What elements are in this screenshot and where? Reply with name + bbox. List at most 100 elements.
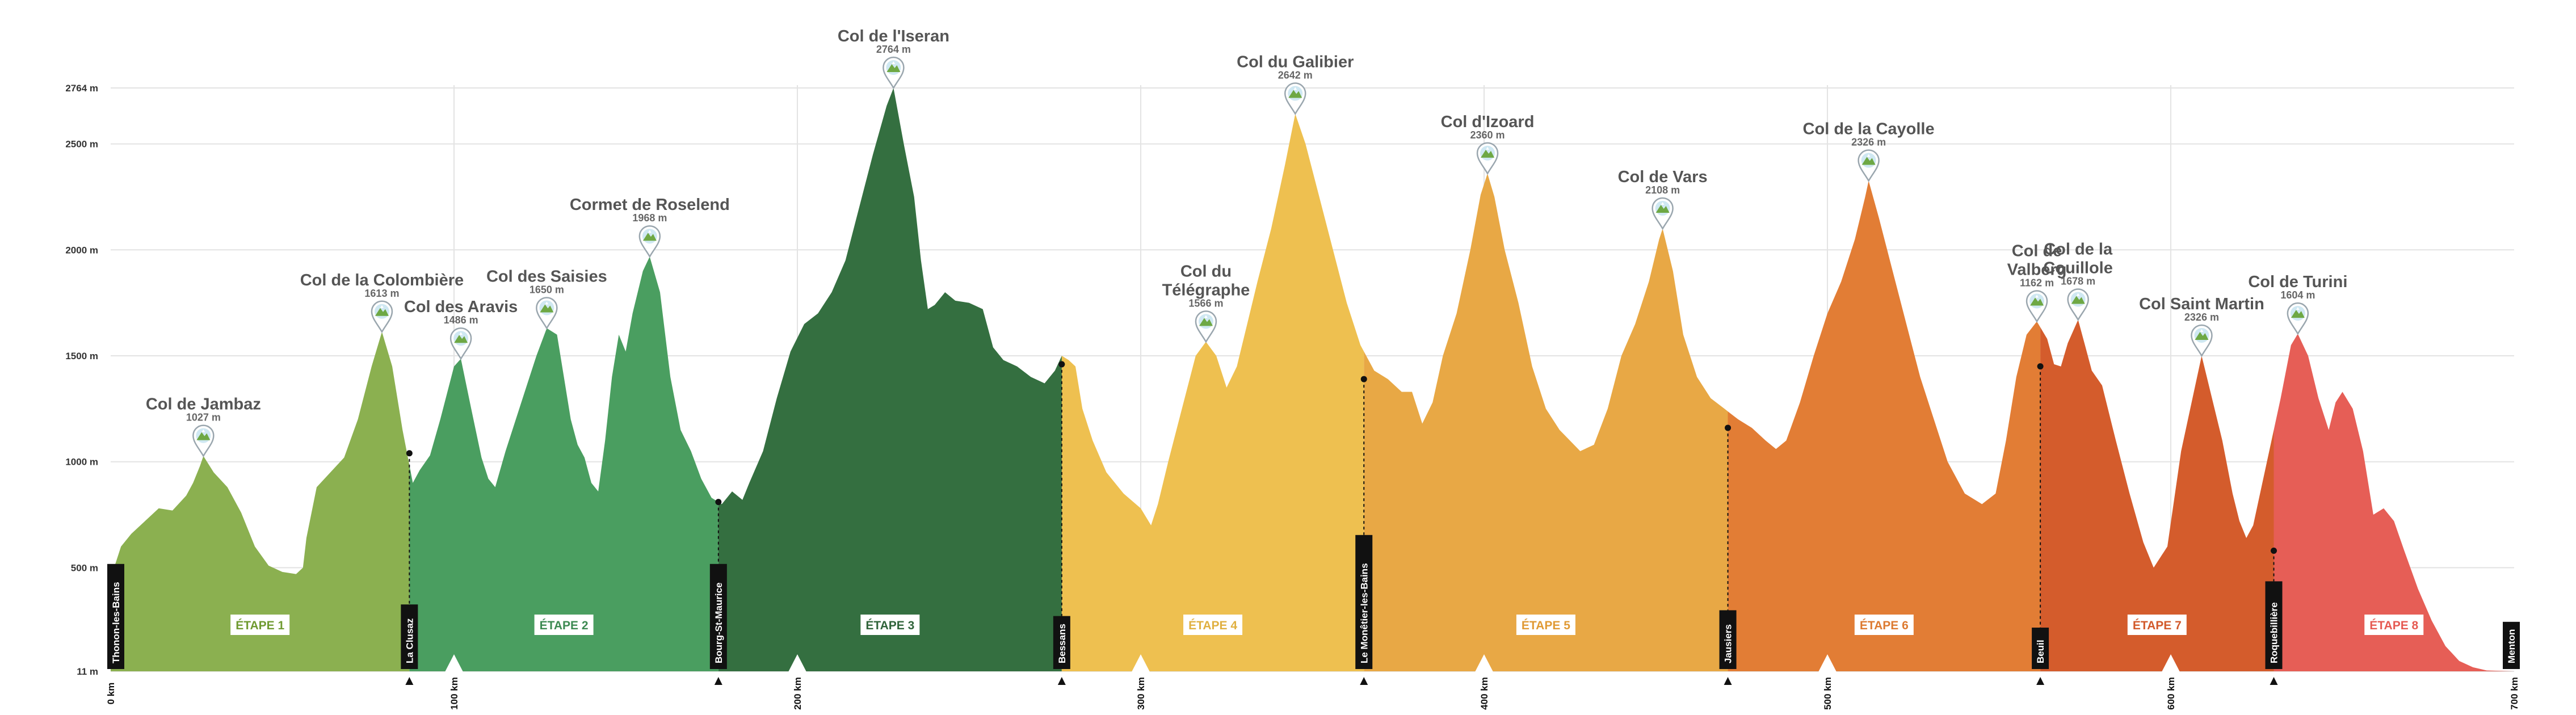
pin-snowcap bbox=[2076, 293, 2080, 296]
y-tick-label: 2764 m bbox=[65, 83, 98, 94]
stage-area bbox=[718, 88, 1062, 671]
stage-label: ÉTAPE 8 bbox=[2369, 619, 2418, 632]
stage-area bbox=[1061, 113, 1364, 672]
km-notch bbox=[1475, 654, 1493, 672]
pin-snowcap bbox=[545, 301, 549, 305]
pass-name: Col de la Colombière bbox=[300, 271, 464, 289]
town-dot bbox=[1725, 424, 1732, 431]
town-tick-marker bbox=[714, 677, 722, 685]
town-name: Beuil bbox=[2035, 640, 2046, 663]
stage-label: ÉTAPE 2 bbox=[540, 619, 589, 632]
stage-label-box bbox=[860, 615, 920, 635]
town-name: Bourg-St-Maurice bbox=[713, 582, 724, 663]
pass-altitude: 1604 m bbox=[2280, 289, 2315, 301]
x-tick-label: 100 km bbox=[449, 677, 460, 710]
pass-altitude: 1968 m bbox=[632, 212, 667, 224]
town-label-box bbox=[401, 604, 418, 669]
stage-label: ÉTAPE 5 bbox=[1522, 619, 1570, 632]
x-tick-label: 700 km bbox=[2509, 677, 2520, 710]
pin-snowcap bbox=[1867, 154, 1871, 157]
pass-name: Télégraphe bbox=[1162, 281, 1250, 299]
x-tick-label: 600 km bbox=[2166, 677, 2176, 710]
km-notch bbox=[1132, 654, 1150, 672]
pass-name: Col de Vars bbox=[1618, 168, 1708, 186]
town-dot bbox=[715, 499, 722, 506]
pass-altitude: 1650 m bbox=[530, 284, 564, 295]
pass-name: Couillole bbox=[2043, 259, 2112, 277]
pass-name: Col de Jambaz bbox=[146, 396, 261, 414]
y-tick-label: 2000 m bbox=[65, 245, 98, 255]
stage-area bbox=[2274, 334, 2514, 671]
pass-altitude: 2108 m bbox=[1645, 184, 1680, 196]
town-name: Le Monêtier-les-Bains bbox=[1359, 563, 1369, 663]
pin-mountain bbox=[2030, 297, 2044, 306]
town-label-box bbox=[2265, 581, 2283, 669]
pass-name: Col du bbox=[1180, 262, 1232, 280]
pin-mountain bbox=[2071, 296, 2085, 304]
town-dot bbox=[406, 450, 413, 457]
pass-altitude: 2360 m bbox=[1470, 129, 1505, 141]
stage-label: ÉTAPE 3 bbox=[865, 619, 914, 632]
pin-snowcap bbox=[201, 429, 205, 432]
pass-altitude: 2326 m bbox=[1851, 137, 1886, 148]
pin-snowcap bbox=[1204, 315, 1208, 318]
stage-label: ÉTAPE 6 bbox=[1860, 619, 1909, 632]
pin-mountain bbox=[454, 335, 468, 343]
km-notch bbox=[2162, 654, 2180, 672]
town-label-box bbox=[2503, 621, 2520, 669]
town-name: Menton bbox=[2506, 629, 2517, 663]
axes-labels: 11 m 500 m 1000 m 1500 m 2000 m 2500 m 2764 m 0… bbox=[65, 83, 2520, 710]
stage-label: ÉTAPE 7 bbox=[2133, 619, 2182, 632]
pass-name: Col de Turini bbox=[2248, 273, 2347, 291]
stage-area bbox=[409, 256, 718, 671]
y-tick-label: 11 m bbox=[77, 666, 98, 677]
pass-name: Col d'Izoard bbox=[1441, 113, 1535, 131]
pin-mountain bbox=[2291, 310, 2305, 318]
x-tick-label: 400 km bbox=[1479, 677, 1490, 710]
town-label-box bbox=[2032, 628, 2049, 669]
km-notch bbox=[445, 654, 463, 672]
town-name: Jausiers bbox=[1723, 624, 1734, 663]
pass-altitude: 2642 m bbox=[1278, 70, 1313, 81]
pass-altitude: 1027 m bbox=[186, 412, 221, 423]
pass-altitude: 1566 m bbox=[1188, 297, 1223, 309]
town-name: La Clusaz bbox=[404, 619, 415, 663]
x-tick-label: 500 km bbox=[1822, 677, 1833, 710]
stage-label-box bbox=[1516, 615, 1575, 635]
pass-altitude: 1162 m bbox=[2020, 277, 2054, 288]
pin-mountain bbox=[2195, 331, 2209, 340]
pin-snowcap bbox=[648, 230, 652, 233]
y-tick-label: 1500 m bbox=[65, 351, 98, 361]
stage-label-box bbox=[2364, 615, 2424, 635]
pin-snowcap bbox=[2200, 329, 2204, 332]
pass-altitude: 1486 m bbox=[444, 314, 478, 326]
stage-label-box bbox=[1854, 615, 1914, 635]
stage-label: ÉTAPE 4 bbox=[1188, 619, 1237, 632]
x-tick-label: 300 km bbox=[1136, 677, 1146, 710]
pin-mountain bbox=[1481, 149, 1495, 158]
pin-snowcap bbox=[892, 61, 896, 64]
stage-label: ÉTAPE 1 bbox=[236, 619, 284, 632]
y-tick-label: 500 m bbox=[71, 562, 98, 573]
stage-label-box bbox=[230, 615, 290, 635]
stage-label-box bbox=[534, 615, 594, 635]
stage-label-box bbox=[2127, 615, 2187, 635]
town-tick-marker bbox=[2036, 677, 2045, 685]
stage-area bbox=[111, 331, 410, 671]
pass-name: Col des Aravis bbox=[404, 298, 518, 316]
town-label-box bbox=[1053, 616, 1070, 669]
pass-altitude: 1613 m bbox=[364, 288, 399, 299]
pin-snowcap bbox=[380, 305, 384, 308]
pin-mountain bbox=[375, 308, 389, 316]
pin-snowcap bbox=[1293, 87, 1297, 90]
pass-altitude: 2764 m bbox=[876, 44, 911, 55]
pass-name: Valberg bbox=[2007, 260, 2067, 279]
town-dot bbox=[1360, 376, 1367, 382]
pin-mountain bbox=[540, 304, 554, 313]
pin-mountain bbox=[196, 432, 211, 440]
km-notch bbox=[788, 654, 806, 672]
stage-label-box bbox=[1183, 615, 1243, 635]
y-tick-label: 2500 m bbox=[65, 139, 98, 150]
